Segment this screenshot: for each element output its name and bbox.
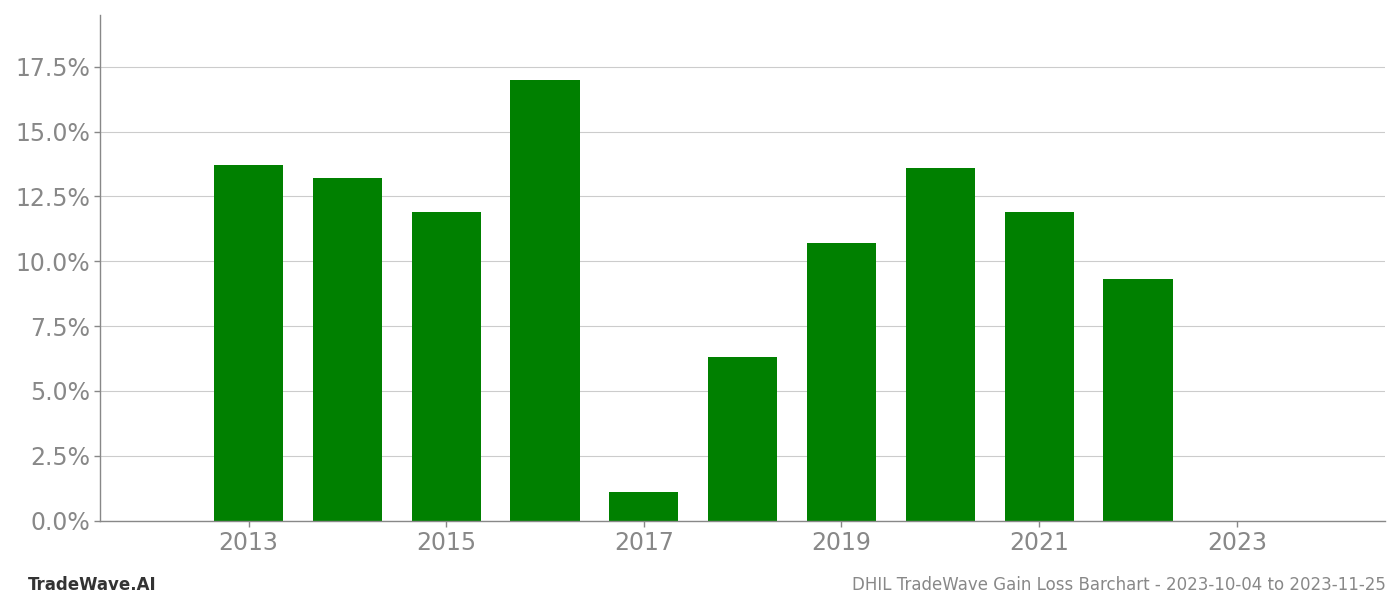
Bar (214, 166, 283, 521)
Bar (708, 357, 777, 521)
Text: DHIL TradeWave Gain Loss Barchart - 2023-10-04 to 2023-11-25: DHIL TradeWave Gain Loss Barchart - 2023… (853, 576, 1386, 594)
Bar (806, 243, 876, 521)
Bar (1103, 280, 1173, 521)
Bar (609, 492, 679, 521)
Text: TradeWave.AI: TradeWave.AI (28, 576, 157, 594)
Bar (511, 80, 580, 521)
Bar (412, 212, 480, 521)
Bar (1005, 212, 1074, 521)
Bar (906, 168, 974, 521)
Bar (312, 178, 382, 521)
